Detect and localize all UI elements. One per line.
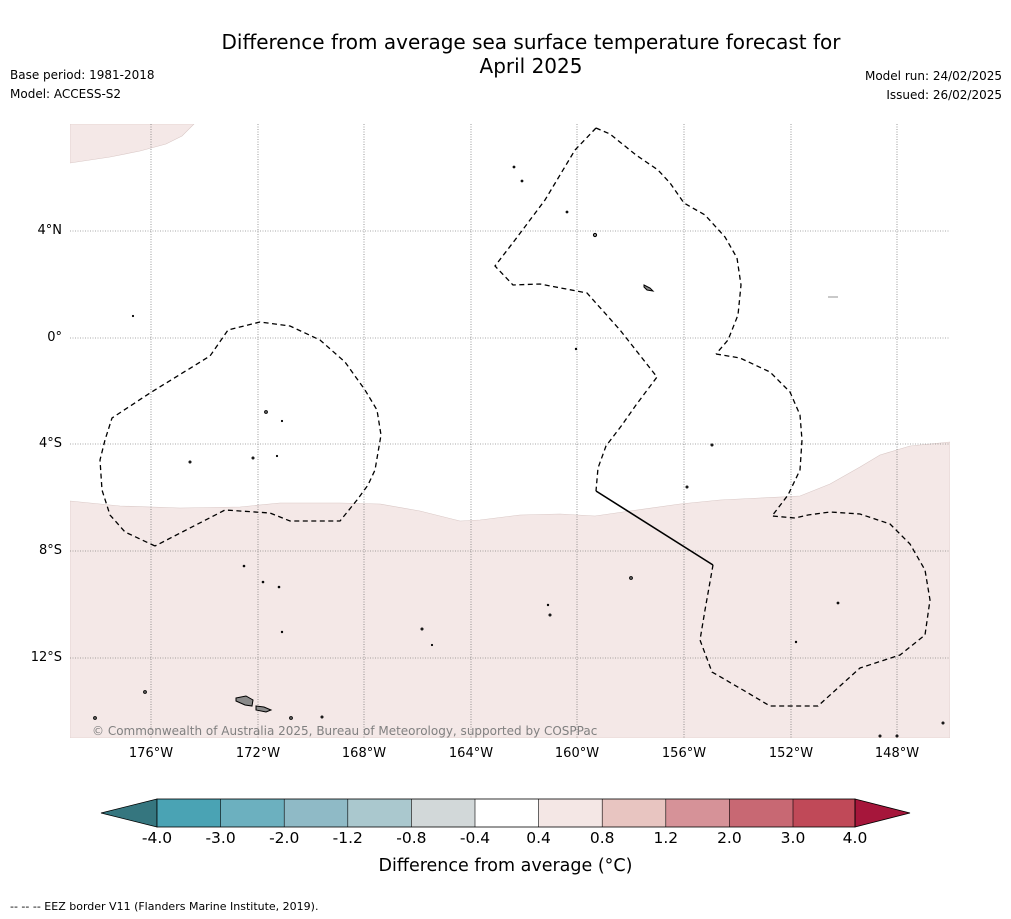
eez-tokelau (99, 321, 382, 547)
colorbar-seg-4 (347, 799, 412, 827)
colorbar-seg-10 (729, 799, 793, 827)
colorbar-seg-8 (602, 799, 666, 827)
colorbar-seg-6 (475, 799, 539, 827)
colorbar-seg-1 (157, 799, 221, 827)
map-area (70, 124, 950, 738)
colorbar-label: -1.2 (332, 829, 363, 847)
islands (93, 165, 945, 738)
colorbar-label: 4.0 (842, 829, 868, 847)
colorbar-seg-7 (538, 799, 603, 827)
map-grid (70, 124, 950, 738)
colorbar-seg-11 (793, 799, 855, 827)
colorbar-label: -0.4 (459, 829, 491, 847)
eez-line-islands-north (494, 127, 658, 492)
island-upolu (235, 695, 254, 707)
colorbar-extend-low (100, 798, 158, 828)
eez-borders (99, 127, 931, 707)
meta-left: Base period: 1981-2018 Model: ACCESS-S2 (10, 66, 155, 104)
colorbar-extend-high (854, 798, 911, 828)
chart-title: Difference from average sea surface temp… (131, 30, 931, 78)
colorbar-title: Difference from average (°C) (378, 856, 633, 876)
meta-right: Model run: 24/02/2025 Issued: 26/02/2025 (865, 67, 1002, 105)
lon-label-172w: 172°W (235, 746, 281, 761)
lon-label-176w: 176°W (128, 746, 174, 761)
lon-label-148w: 148°W (874, 746, 920, 761)
lat-label-4n: 4°N (37, 223, 63, 238)
island-tutuila (255, 705, 273, 713)
lat-label-0: 0° (47, 330, 62, 345)
issued-text: Issued: 26/02/2025 (886, 88, 1002, 102)
colorbar-seg-2 (220, 799, 285, 827)
title-line-2: April 2025 (479, 54, 583, 78)
colorbar-seg-5 (411, 799, 475, 827)
colorbar-label: -0.8 (396, 829, 427, 847)
colorbar-seg-9 (665, 799, 730, 827)
lon-label-168w: 168°W (341, 746, 387, 761)
model-text: Model: ACCESS-S2 (10, 87, 122, 101)
lat-label-12s: 12°S (30, 650, 62, 665)
base-period-text: Base period: 1981-2018 (10, 68, 155, 82)
lon-label-156w: 156°W (661, 746, 707, 761)
model-run-text: Model run: 24/02/2025 (864, 69, 1002, 83)
colorbar-label: 0.8 (589, 829, 615, 847)
colorbar (100, 798, 911, 828)
lon-label-160w: 160°W (554, 746, 600, 761)
colorbar-label: 3.0 (780, 829, 806, 847)
title-line-1: Difference from average sea surface temp… (221, 30, 841, 54)
lat-label-4s: 4°S (38, 436, 62, 451)
colorbar-label: -2.0 (269, 829, 300, 847)
eez-legend-footnote: -- -- -- EEZ border V11 (Flanders Marine… (10, 900, 319, 913)
colorbar-label: 1.2 (653, 829, 679, 847)
eez-line-islands-south (699, 353, 931, 707)
lat-label-8s: 8°S (38, 543, 62, 558)
colorbar-label: 0.4 (526, 829, 551, 847)
anomaly-region-south (70, 441, 950, 738)
eez-maritime-boundary (595, 490, 714, 566)
lon-label-164w: 164°W (448, 746, 494, 761)
anomaly-region-north (70, 124, 195, 164)
copyright-notice: © Commonwealth of Australia 2025, Bureau… (92, 724, 598, 738)
colorbar-seg-3 (284, 799, 348, 827)
colorbar-label: -4.0 (141, 829, 173, 847)
colorbar-label: -3.0 (205, 829, 236, 847)
colorbar-label: 2.0 (717, 829, 742, 847)
lon-label-152w: 152°W (768, 746, 814, 761)
